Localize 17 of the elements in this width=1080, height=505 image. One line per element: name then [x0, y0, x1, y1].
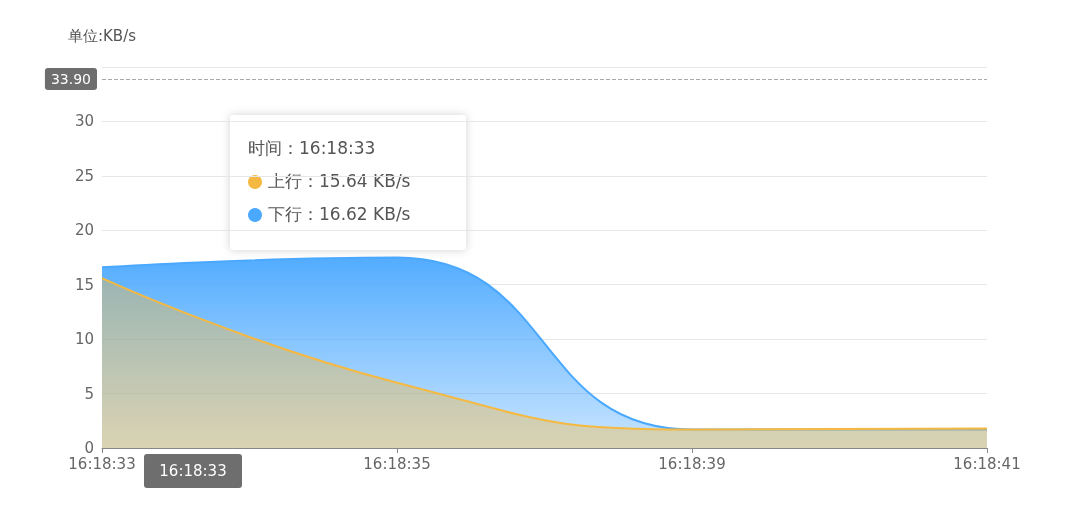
y-tick-label: 30 — [74, 112, 94, 131]
y-tick-label: 25 — [74, 166, 94, 185]
legend-label: 上行 — [268, 170, 302, 191]
annotation: 时间：16:18:33 — [248, 137, 376, 158]
ref-line-label: 33.90 — [50, 70, 91, 87]
y-tick-label: 5 — [84, 384, 94, 403]
y-tick-label: 15 — [74, 275, 94, 294]
x-tick-label: 16:18:39 — [658, 454, 726, 473]
y-axis-title: 单位:KB/s — [67, 26, 137, 45]
y-tick-label: 0 — [84, 439, 94, 457]
x-tick-label: 16:18:35 — [363, 454, 431, 473]
legend-label: 下行 — [268, 203, 302, 224]
annotation: ：16.62 KB/s — [302, 203, 411, 224]
y-tick-label: 10 — [74, 330, 94, 349]
x-tick-label: 16:18:33 — [68, 454, 136, 473]
x-tick-label: 16:18:41 — [953, 454, 1021, 473]
y-tick-label: 20 — [74, 221, 94, 240]
